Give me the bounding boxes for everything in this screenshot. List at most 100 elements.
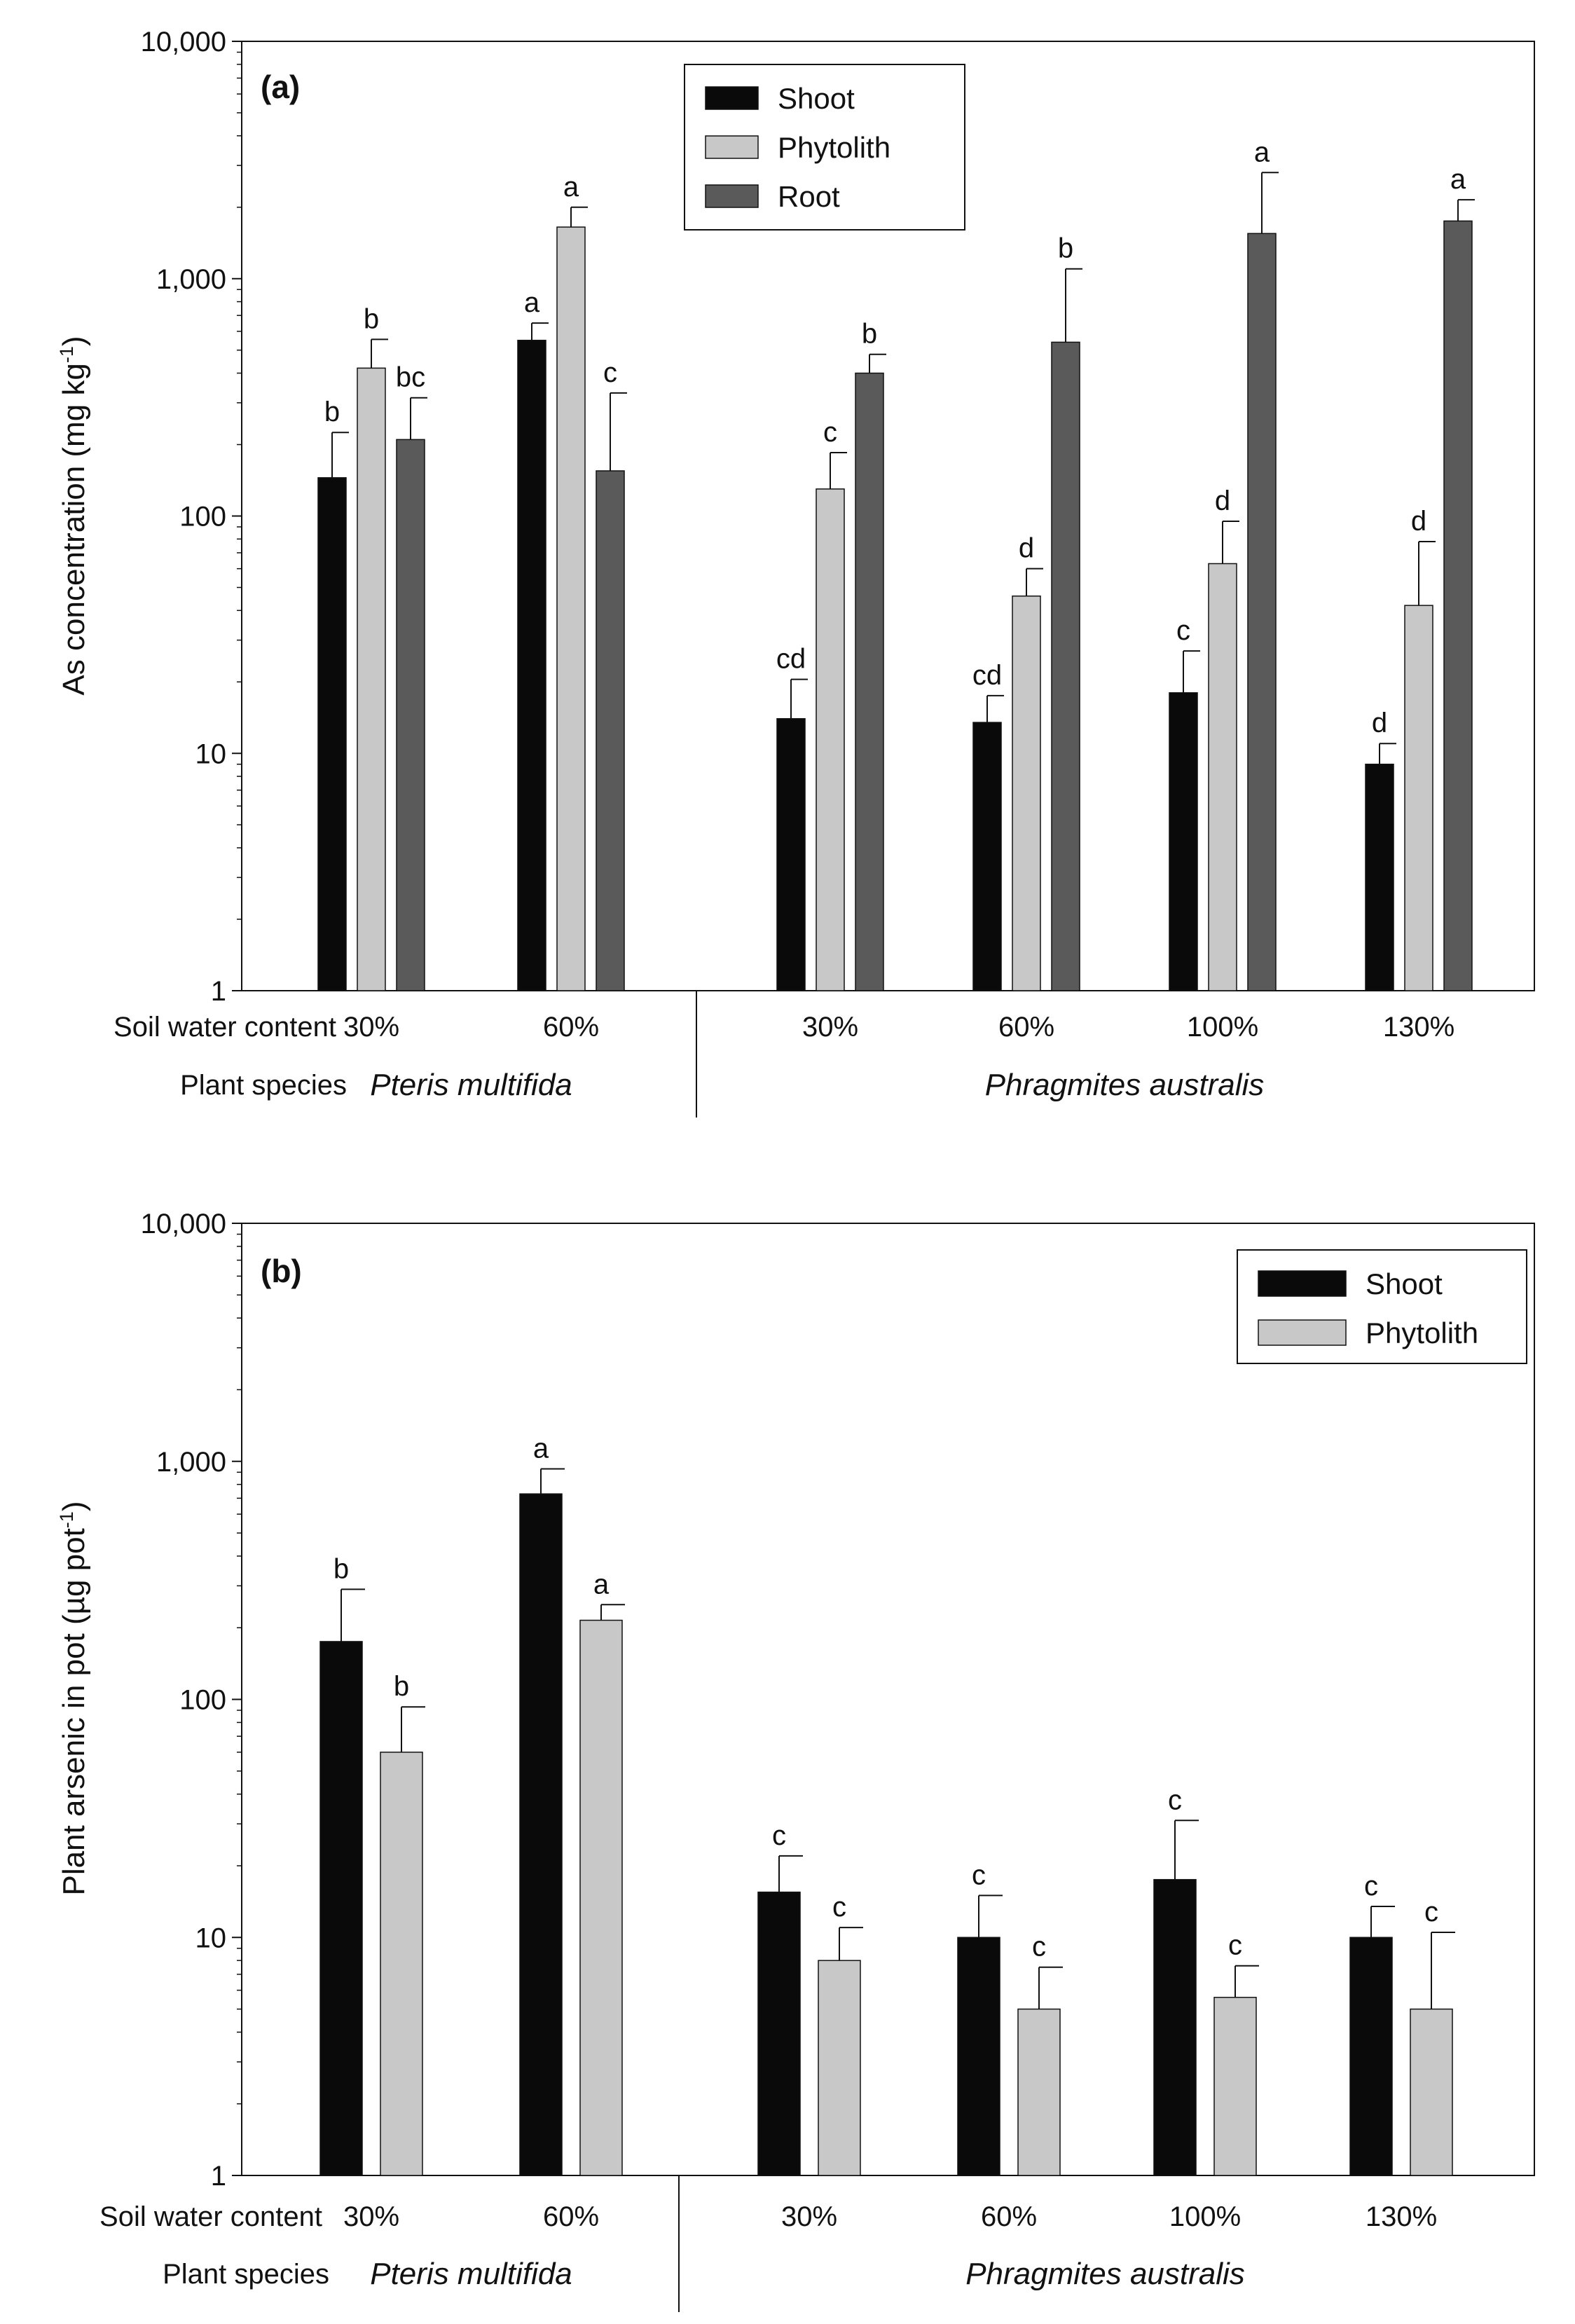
- significance-letter: c: [1176, 615, 1190, 646]
- bar-phytolith-4: [1012, 595, 1041, 991]
- legend-swatch-phytolith: [705, 135, 759, 159]
- category-label: 60%: [543, 1012, 599, 1043]
- significance-letter: c: [1168, 1785, 1182, 1815]
- bar-shoot-5: [1169, 692, 1198, 991]
- category-label: 30%: [343, 1012, 399, 1043]
- bar-phytolith-2: [579, 1619, 623, 2176]
- bar-shoot-4: [957, 1937, 1000, 2176]
- significance-letter: a: [1450, 164, 1466, 195]
- bar-shoot-2: [517, 339, 546, 991]
- significance-letter: d: [1411, 506, 1426, 537]
- significance-letter: b: [364, 303, 379, 334]
- y-tick-label: 1,000: [156, 1447, 226, 1478]
- significance-letter: c: [1228, 1930, 1242, 1961]
- y-tick-label: 100: [179, 502, 226, 532]
- significance-letter: c: [972, 1859, 986, 1890]
- category-label: 100%: [1169, 2201, 1241, 2232]
- species-label: Pteris multifida: [370, 1068, 572, 1102]
- bar-shoot-1: [317, 477, 347, 991]
- species-label: Pteris multifida: [370, 2257, 572, 2291]
- category-label: 130%: [1366, 2201, 1437, 2232]
- bar-phytolith-5: [1213, 1997, 1257, 2176]
- bar-shoot-6: [1365, 764, 1394, 991]
- significance-letter: a: [533, 1433, 549, 1464]
- y-axis-label-close: ): [57, 1501, 91, 1512]
- legend-swatch-phytolith: [1258, 1319, 1347, 1346]
- significance-letter: a: [1254, 137, 1270, 167]
- bar-phytolith-3: [816, 488, 845, 991]
- bar-shoot-4: [972, 722, 1002, 991]
- legend-swatch-root: [705, 184, 759, 208]
- significance-letter: a: [563, 172, 579, 202]
- category-label: 60%: [998, 1012, 1054, 1043]
- bar-phytolith-6: [1410, 2008, 1453, 2176]
- panel-label: (a): [261, 69, 300, 105]
- y-axis-label: As concentration (mg kg-1): [56, 336, 91, 695]
- y-axis-label: Plant arsenic in pot (µg pot-1): [56, 1501, 91, 1896]
- chart-panel-b: 1 10 100 1,000 10,000 Plant arsenic in pot (µ…: [56, 1209, 1535, 2312]
- significance-letter: c: [1032, 1932, 1046, 1962]
- bar-shoot-2: [519, 1493, 563, 2176]
- row-label-plant-species: Plant species: [180, 1070, 347, 1101]
- significance-letter: b: [862, 319, 877, 350]
- significance-letter: cd: [972, 660, 1002, 691]
- y-tick-label: 1,000: [156, 264, 226, 295]
- y-tick-label: 10: [195, 738, 227, 769]
- significance-letter: b: [394, 1671, 409, 1702]
- legend-label: Shoot: [778, 82, 855, 115]
- species-label: Phragmites australis: [985, 1068, 1265, 1102]
- bar-root-6: [1443, 220, 1473, 991]
- significance-letter: b: [1058, 233, 1073, 264]
- significance-letter: d: [1372, 708, 1387, 738]
- category-label: 60%: [543, 2201, 599, 2232]
- significance-letter: b: [333, 1553, 349, 1584]
- y-tick-label: 10: [195, 1923, 227, 1953]
- significance-letter: bc: [396, 362, 425, 393]
- bar-phytolith-1: [357, 367, 386, 991]
- y-axis-label-superscript: -1: [56, 1511, 77, 1528]
- significance-letter: c: [603, 357, 617, 388]
- bar-root-3: [855, 372, 884, 991]
- bar-shoot-3: [757, 1891, 801, 2176]
- legend-label: Shoot: [1366, 1267, 1443, 1300]
- bar-phytolith-3: [818, 1960, 861, 2176]
- significance-letter: a: [524, 287, 540, 318]
- category-label: 30%: [802, 1012, 858, 1043]
- legend-label: Root: [778, 180, 840, 213]
- panel-label: (b): [261, 1253, 302, 1289]
- bar-phytolith-2: [556, 226, 586, 991]
- y-axis-label-close: ): [57, 336, 91, 346]
- category-label: 30%: [343, 2201, 399, 2232]
- bar-phytolith-4: [1017, 2008, 1061, 2176]
- significance-letter: cd: [776, 644, 806, 675]
- legend-label: Phytolith: [1366, 1316, 1478, 1349]
- plot-frame: [241, 1223, 1535, 2176]
- legend-swatch-shoot: [705, 86, 759, 110]
- significance-letter: c: [772, 1820, 786, 1851]
- significance-letter: c: [823, 417, 837, 448]
- bar-shoot-1: [319, 1641, 363, 2176]
- significance-letter: c: [1424, 1897, 1438, 1927]
- bar-phytolith-1: [380, 1752, 423, 2176]
- y-tick-label: 1: [211, 2161, 226, 2192]
- chart-panel-a: 1 10 100 1,000 10,000 As concentration (mg kg…: [56, 27, 1535, 1118]
- legend: Shoot Phytolith Root: [684, 64, 965, 231]
- category-label: 30%: [781, 2201, 837, 2232]
- significance-letter: c: [832, 1892, 846, 1923]
- bar-root-5: [1247, 233, 1277, 991]
- category-label: 60%: [981, 2201, 1037, 2232]
- significance-letter: a: [593, 1569, 610, 1600]
- row-label-soil-water: Soil water content: [99, 2201, 322, 2232]
- bar-root-2: [596, 470, 625, 991]
- legend: Shoot Phytolith: [1237, 1249, 1527, 1364]
- category-label: 100%: [1187, 1012, 1258, 1043]
- y-axis-label-main: As concentration (mg kg: [57, 363, 91, 695]
- y-tick-label: 1: [211, 976, 226, 1007]
- category-label: 130%: [1383, 1012, 1454, 1043]
- y-tick-label: 100: [179, 1685, 226, 1716]
- y-axis-label-superscript: -1: [56, 346, 77, 363]
- bar-shoot-6: [1349, 1937, 1393, 2176]
- significance-letter: b: [324, 397, 340, 427]
- significance-letter: c: [1364, 1871, 1378, 1902]
- legend-label: Phytolith: [778, 131, 890, 164]
